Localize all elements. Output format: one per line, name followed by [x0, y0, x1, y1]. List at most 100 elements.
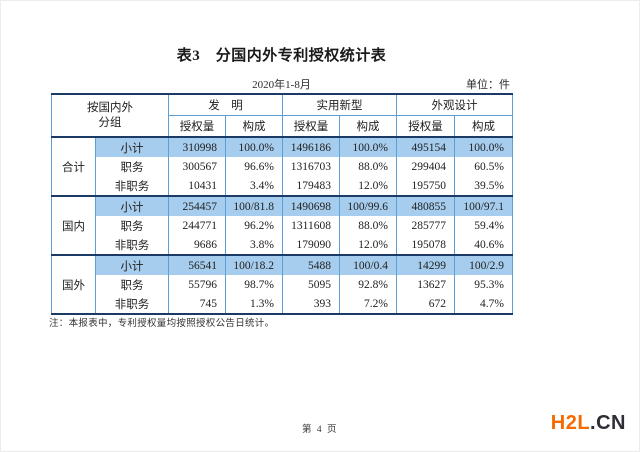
table-row: 国内 小计 254457 100/81.8 1490698 100/99.6 4… — [51, 195, 513, 255]
column-group-utility-model: 实用新型 — [282, 94, 397, 116]
cell-value: 14299 — [396, 254, 455, 275]
group-column-header-line1: 按国内外 — [87, 102, 133, 115]
cell-value: 179483 — [282, 176, 340, 196]
cell-value: 1496186 — [282, 137, 340, 157]
cell-value: 1.3% — [225, 294, 283, 314]
table-row: 非职务 745 1.3% 393 7.2% 672 4.7% — [52, 294, 513, 314]
cell-value: 13627 — [396, 275, 455, 294]
row-label: 小计 — [95, 137, 169, 157]
cell-value: 299404 — [396, 157, 455, 176]
row-label: 非职务 — [95, 294, 169, 314]
cell-value: 4.7% — [454, 294, 513, 314]
cell-value: 5488 — [282, 254, 340, 275]
table-row: 非职务 10431 3.4% 179483 12.0% 195750 39.5% — [52, 176, 513, 196]
cell-value: 88.0% — [339, 157, 397, 176]
row-label: 职务 — [95, 275, 169, 294]
cell-value: 3.8% — [225, 235, 283, 255]
row-label: 职务 — [95, 216, 169, 235]
cell-value: 100/99.6 — [339, 195, 397, 216]
cell-value: 3.4% — [225, 176, 283, 196]
table-meta-row: 2020年1-8月 单位：件 — [51, 76, 512, 91]
column-header-grant-count: 授权量 — [396, 115, 455, 138]
table-footnote: 注：本报表中，专利授权量均按照授权公告日统计。 — [49, 319, 275, 329]
row-label: 非职务 — [95, 235, 169, 255]
table-row: 非职务 9686 3.8% 179090 12.0% 195078 40.6% — [52, 235, 513, 255]
row-label: 小计 — [95, 254, 169, 275]
cell-value: 100.0% — [454, 137, 513, 157]
cell-value: 672 — [396, 294, 455, 314]
column-header-composition: 构成 — [339, 115, 397, 138]
cell-value: 195750 — [396, 176, 455, 196]
unit-label: 单位：件 — [466, 79, 510, 91]
cell-value: 1490698 — [282, 195, 340, 216]
column-header-composition: 构成 — [454, 115, 513, 138]
cell-value: 12.0% — [339, 235, 397, 255]
page-number: 第 4 页 — [301, 425, 338, 435]
table-row: 职务 55796 98.7% 5095 92.8% 13627 95.3% — [52, 275, 513, 294]
period-label: 2020年1-8月 — [252, 79, 311, 91]
row-group-foreign: 国外 — [51, 254, 96, 314]
cell-value: 100.0% — [225, 137, 283, 157]
header-row-categories: 按国内外 分组 发 明 实用新型 外观设计 — [51, 94, 513, 138]
cell-value: 495154 — [396, 137, 455, 157]
group-column-header-line2: 分组 — [98, 116, 122, 129]
watermark-logo: H2L.CN — [551, 413, 626, 433]
cell-value: 195078 — [396, 235, 455, 255]
cell-value: 100/2.9 — [454, 254, 513, 275]
cell-value: 100/0.4 — [339, 254, 397, 275]
cell-value: 12.0% — [339, 176, 397, 196]
cell-value: 60.5% — [454, 157, 513, 176]
row-label: 非职务 — [95, 176, 169, 196]
row-label: 小计 — [95, 195, 169, 216]
column-header-grant-count: 授权量 — [282, 115, 340, 138]
header-row-subheaders: 授权量 构成 授权量 构成 授权量 构成 — [52, 115, 513, 138]
cell-value: 300567 — [168, 157, 226, 176]
cell-value: 100/81.8 — [225, 195, 283, 216]
cell-value: 745 — [168, 294, 226, 314]
cell-value: 5095 — [282, 275, 340, 294]
group-column-header: 按国内外 分组 — [51, 94, 169, 138]
column-group-design: 外观设计 — [396, 94, 513, 116]
table-row: 合计 小计 310998 100.0% 1496186 100.0% 49515… — [51, 137, 513, 196]
cell-value: 96.2% — [225, 216, 283, 235]
column-header-composition: 构成 — [225, 115, 283, 138]
cell-value: 55796 — [168, 275, 226, 294]
column-header-grant-count: 授权量 — [168, 115, 226, 138]
cell-value: 39.5% — [454, 176, 513, 196]
cell-value: 95.3% — [454, 275, 513, 294]
cell-value: 310998 — [168, 137, 226, 157]
cell-value: 92.8% — [339, 275, 397, 294]
cell-value: 88.0% — [339, 216, 397, 235]
cell-value: 1316703 — [282, 157, 340, 176]
cell-value: 100.0% — [339, 137, 397, 157]
watermark-suffix-text: .CN — [590, 412, 626, 434]
cell-value: 7.2% — [339, 294, 397, 314]
row-label: 职务 — [95, 157, 169, 176]
patent-grant-table: 按国内外 分组 发 明 实用新型 外观设计 授权量 构成 授权量 构成 授权量 … — [51, 93, 513, 315]
column-group-invention: 发 明 — [168, 94, 283, 116]
cell-value: 393 — [282, 294, 340, 314]
table-row: 国外 小计 56541 100/18.2 5488 100/0.4 14299 … — [51, 254, 513, 314]
cell-value: 1311608 — [282, 216, 340, 235]
cell-value: 244771 — [168, 216, 226, 235]
cell-value: 100/97.1 — [454, 195, 513, 216]
cell-value: 100/18.2 — [225, 254, 283, 275]
row-group-total: 合计 — [51, 137, 96, 196]
watermark-brand-text: H2L — [550, 412, 591, 434]
cell-value: 96.6% — [225, 157, 283, 176]
cell-value: 98.7% — [225, 275, 283, 294]
cell-value: 56541 — [168, 254, 226, 275]
table-row: 职务 300567 96.6% 1316703 88.0% 299404 60.… — [52, 157, 513, 176]
cell-value: 480855 — [396, 195, 455, 216]
cell-value: 179090 — [282, 235, 340, 255]
row-group-domestic: 国内 — [51, 195, 96, 255]
cell-value: 10431 — [168, 176, 226, 196]
table-row: 职务 244771 96.2% 1311608 88.0% 285777 59.… — [52, 216, 513, 235]
cell-value: 254457 — [168, 195, 226, 216]
cell-value: 285777 — [396, 216, 455, 235]
cell-value: 40.6% — [454, 235, 513, 255]
cell-value: 59.4% — [454, 216, 513, 235]
page-title: 表3 分国内外专利授权统计表 — [176, 48, 387, 64]
cell-value: 9686 — [168, 235, 226, 255]
